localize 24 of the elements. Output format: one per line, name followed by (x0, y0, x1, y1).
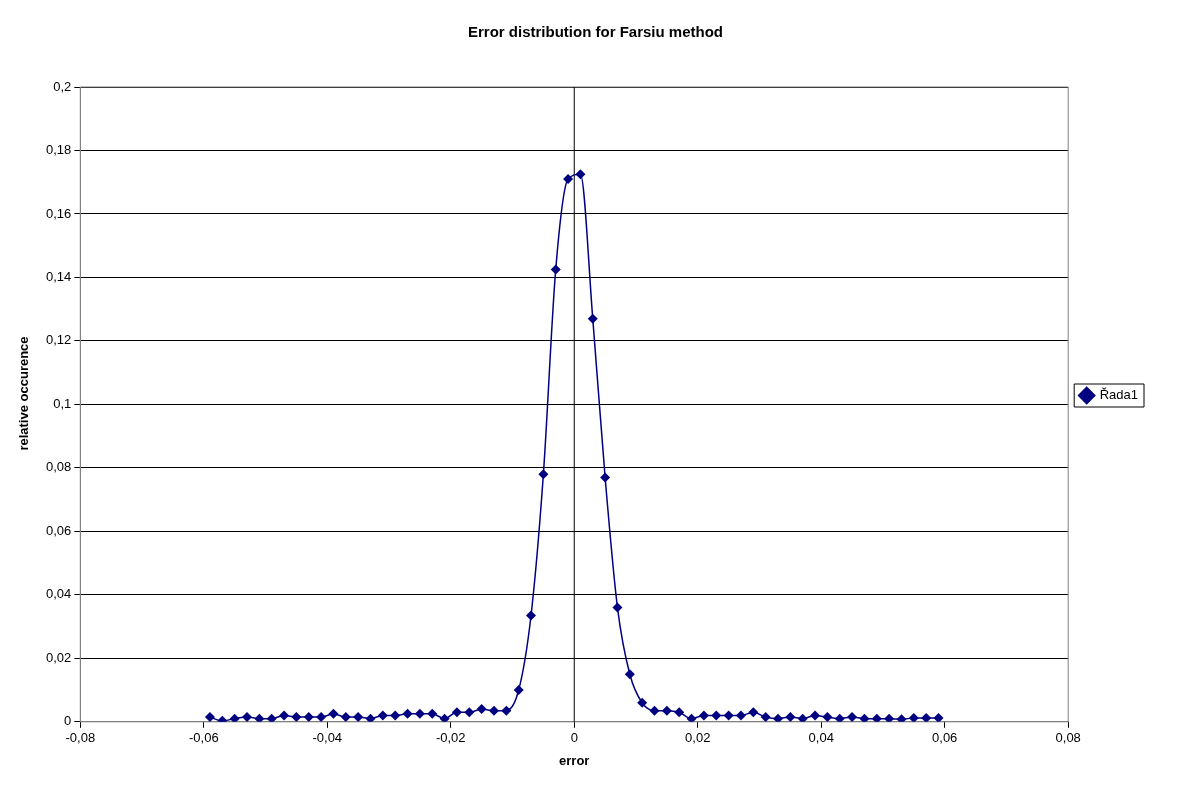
y-tick-label: 0,02 (45, 649, 72, 665)
x-tick-label: 0 (570, 730, 578, 746)
y-tick-label: 0,12 (45, 332, 72, 348)
y-tick-label: 0,06 (45, 522, 72, 538)
y-tick-label: 0,2 (53, 78, 72, 94)
y-tick-label: 0,14 (45, 269, 72, 285)
x-tick-label: 0,02 (685, 730, 711, 746)
chart-title: Error distribution for Farsiu method (467, 23, 724, 41)
x-tick-label: -0,08 (65, 730, 96, 746)
x-tick-label: 0,06 (932, 730, 958, 746)
y-tick-label: 0,18 (45, 142, 72, 158)
x-tick-label: 0,04 (808, 730, 834, 746)
legend-label: Řada1 (1099, 387, 1138, 403)
x-tick-label: -0,04 (312, 730, 343, 746)
x-axis-title: error (559, 752, 590, 768)
y-tick-label: 0,04 (45, 586, 72, 602)
y-tick-label: 0,08 (45, 459, 72, 475)
y-tick-label: 0 (64, 713, 72, 729)
y-axis-title: relative occurence (15, 335, 31, 451)
y-tick-label: 0,1 (53, 395, 72, 411)
x-tick-label: -0,06 (188, 730, 219, 746)
x-tick-label: 0,08 (1055, 730, 1081, 746)
x-tick-label: -0,02 (435, 730, 466, 746)
y-tick-label: 0,16 (45, 205, 72, 221)
